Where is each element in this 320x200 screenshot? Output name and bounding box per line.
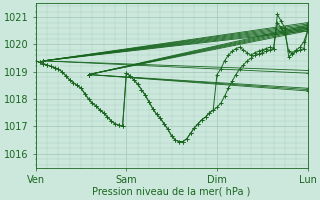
X-axis label: Pression niveau de la mer( hPa ): Pression niveau de la mer( hPa ) [92,187,251,197]
